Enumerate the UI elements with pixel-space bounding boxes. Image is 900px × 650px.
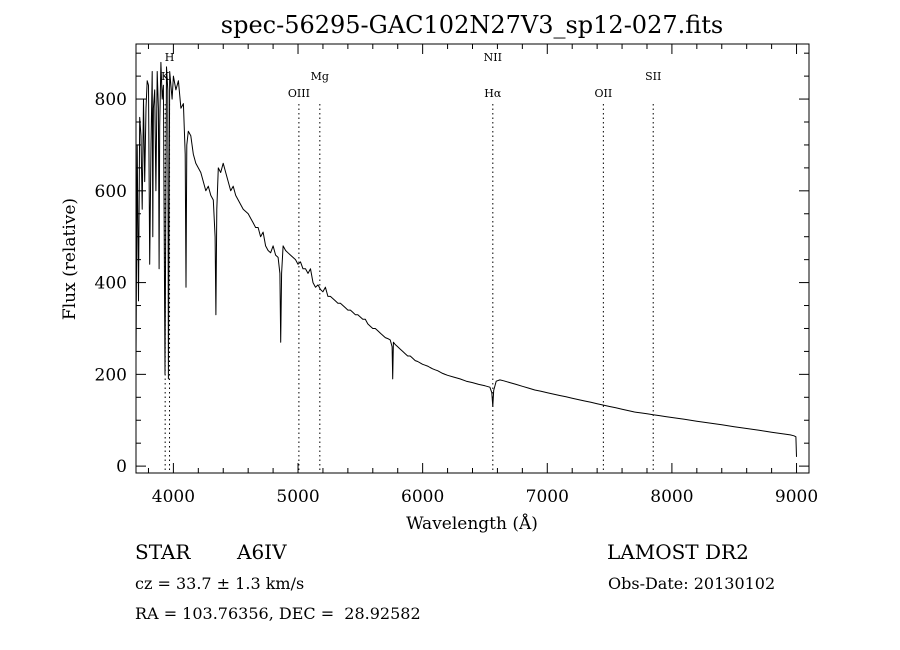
y-tick-label: 0	[116, 457, 127, 477]
object-subclass: A6IV	[237, 540, 287, 564]
survey-name: LAMOST DR2	[607, 540, 749, 564]
x-tick-label: 6000	[401, 487, 444, 507]
line-marker-label: K	[161, 70, 170, 83]
y-tick-label: 200	[95, 365, 127, 385]
plot-frame	[135, 43, 810, 474]
spectrum-series	[135, 61, 797, 457]
line-marker-label: OIII	[288, 87, 310, 100]
line-marker-label: NII	[484, 51, 502, 64]
line-marker-label: SII	[645, 70, 661, 83]
line-marker-label: Mg	[311, 70, 329, 83]
obs-date: Obs-Date: 20130102	[608, 574, 776, 593]
x-tick-label: 5000	[276, 487, 319, 507]
line-marker-label: H	[165, 51, 175, 64]
x-tick-label: 7000	[526, 487, 569, 507]
line-marker-label: Hα	[484, 87, 502, 100]
y-tick-label: 600	[95, 182, 127, 202]
coordinates: RA = 103.76356, DEC = 28.92582	[135, 604, 421, 623]
x-tick-label: 4000	[152, 487, 195, 507]
x-axis-label: Wavelength (Å)	[406, 513, 538, 534]
spectrum-line	[135, 61, 797, 457]
line-marker-label: OII	[595, 87, 613, 100]
axes: 4000 5000 6000 7000 8000 9000 0 200 400 600 800	[95, 43, 818, 507]
x-tick-label: 9000	[775, 487, 818, 507]
x-tick-label: 8000	[650, 487, 693, 507]
y-axis-label: Flux (relative)	[60, 198, 80, 320]
redshift-cz: cz = 33.7 ± 1.3 km/s	[135, 574, 305, 593]
y-tick-label: 800	[95, 90, 127, 110]
object-type: STAR	[135, 540, 191, 564]
chart-title: spec-56295-GAC102N27V3_sp12-027.fits	[221, 11, 723, 39]
y-tick-label: 400	[95, 274, 127, 294]
